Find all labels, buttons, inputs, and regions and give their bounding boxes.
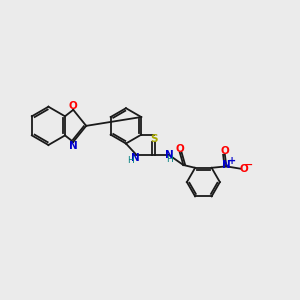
Text: +: + [228,156,236,166]
Text: N: N [222,160,231,170]
Text: O: O [175,144,184,154]
Text: N: N [165,150,174,160]
Text: N: N [131,153,140,163]
Text: S: S [150,134,158,143]
Text: O: O [220,146,229,156]
Text: N: N [69,141,78,151]
Text: O: O [69,101,78,111]
Text: −: − [244,160,253,170]
Text: O: O [239,164,248,174]
Text: H: H [128,156,134,165]
Text: H: H [166,155,172,164]
